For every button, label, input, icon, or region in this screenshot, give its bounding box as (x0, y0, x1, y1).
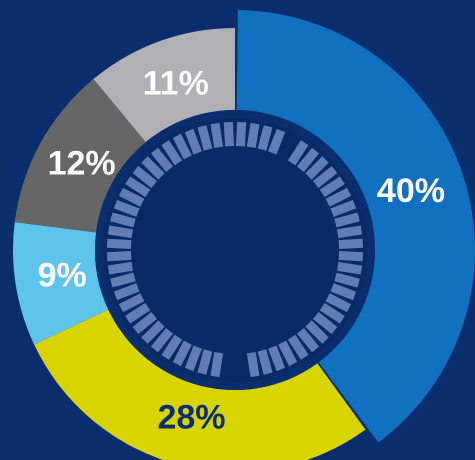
ring-tick (337, 225, 363, 239)
pie-slice (236, 10, 475, 443)
pie-slice (12, 222, 109, 345)
ring-tick (338, 250, 364, 262)
ring-tick (161, 140, 183, 166)
ring-tick (278, 340, 298, 367)
pie-slice (93, 28, 235, 143)
ring-tick (172, 133, 192, 160)
center (135, 150, 335, 350)
data-label: 28% (157, 398, 225, 436)
ring-tick (319, 302, 345, 324)
ring-tick (184, 128, 202, 155)
ring-tick (125, 302, 151, 324)
data-label: 9% (38, 256, 87, 294)
data-label: 40% (377, 172, 445, 210)
pie-slice (34, 309, 366, 460)
ring-tick (257, 125, 273, 151)
ring-tick (150, 327, 174, 353)
ring-tick (210, 122, 224, 148)
ring-tick (110, 212, 136, 228)
ring-tick (161, 334, 183, 360)
ring-tick (330, 283, 357, 301)
ring-tick (118, 293, 145, 313)
ring-tick (334, 272, 360, 288)
ring-tick (268, 128, 286, 155)
pie-slice (14, 78, 146, 233)
ring-tick (197, 125, 213, 151)
ring-tick (296, 327, 320, 353)
ring-tick (107, 225, 133, 239)
ring-tick (210, 352, 224, 378)
ring-tick (337, 261, 363, 275)
ring-tick (287, 140, 309, 166)
ring-tick (107, 261, 133, 275)
ring-tick (106, 238, 132, 250)
ring-tick (184, 345, 202, 372)
ring-tick (223, 121, 235, 147)
ring-tick (141, 156, 165, 180)
ring-tick (296, 147, 320, 173)
ring-tick (141, 320, 165, 344)
ring-tick (132, 311, 158, 335)
ring-tick (172, 340, 192, 367)
ring-tick (113, 199, 140, 217)
ring-tick (319, 176, 345, 198)
ring-tick (268, 345, 286, 372)
ring-tick (325, 187, 352, 207)
ring-tick (330, 199, 357, 217)
ring-tick (110, 272, 136, 288)
ring-tick (150, 147, 174, 173)
ring-tick (113, 283, 140, 301)
ring-tick (257, 349, 273, 375)
ring-tick (125, 176, 151, 198)
ring-tick (312, 311, 338, 335)
ring-tick (305, 320, 329, 344)
ring-tick (106, 250, 132, 262)
data-label: 11% (143, 64, 209, 102)
ring-tick (246, 122, 260, 148)
ring-tick (132, 165, 158, 189)
ring-tick (235, 121, 247, 147)
ring-tick (338, 238, 364, 250)
ring-tick (334, 212, 360, 228)
ring-tick (118, 187, 145, 207)
data-label: 12% (48, 145, 116, 183)
ring-tick (325, 293, 352, 313)
ring-tick (312, 165, 338, 189)
ring-tick (287, 334, 309, 360)
ring-tick (246, 352, 260, 378)
ring-tick (197, 349, 213, 375)
ring-tick (305, 156, 329, 180)
